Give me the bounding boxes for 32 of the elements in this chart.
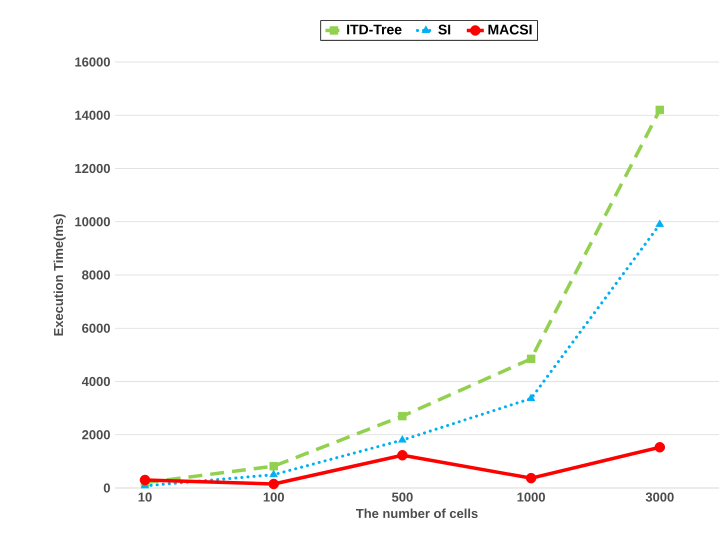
x-tick-label: 100 xyxy=(264,492,284,502)
point xyxy=(526,394,536,402)
point xyxy=(269,462,278,470)
point xyxy=(398,412,407,420)
x-tick-label: 500 xyxy=(392,492,413,502)
legend-label: MACSI xyxy=(488,24,532,35)
y-tick-label: 2000 xyxy=(82,430,110,440)
point xyxy=(654,442,666,452)
point xyxy=(656,220,664,227)
y-tick-label: 0 xyxy=(104,483,110,493)
y-tick-label: 8000 xyxy=(82,270,110,280)
point xyxy=(270,470,278,478)
point xyxy=(268,478,279,490)
x-tick-label: 3000 xyxy=(646,492,674,502)
x-tick-label: 10 xyxy=(138,492,152,502)
point xyxy=(526,472,536,484)
legend-label: ITD-Tree xyxy=(347,24,402,34)
point xyxy=(656,106,664,114)
x-tick-label: 1000 xyxy=(518,492,545,502)
point xyxy=(526,354,536,364)
y-tick-label: 16000 xyxy=(75,57,110,67)
legend-label: SI xyxy=(438,24,450,35)
point xyxy=(397,450,408,460)
y-tick-label: 10000 xyxy=(75,217,110,226)
y-tick-label: 14000 xyxy=(75,110,110,120)
x-axis-title: The number of cells xyxy=(356,508,478,518)
point xyxy=(398,435,407,443)
y-axis-title: Execution Time(ms) xyxy=(54,214,66,336)
y-tick-label: 6000 xyxy=(82,324,110,333)
y-tick-label: 12000 xyxy=(75,164,110,174)
point xyxy=(140,474,150,486)
y-tick-label: 4000 xyxy=(82,376,110,386)
